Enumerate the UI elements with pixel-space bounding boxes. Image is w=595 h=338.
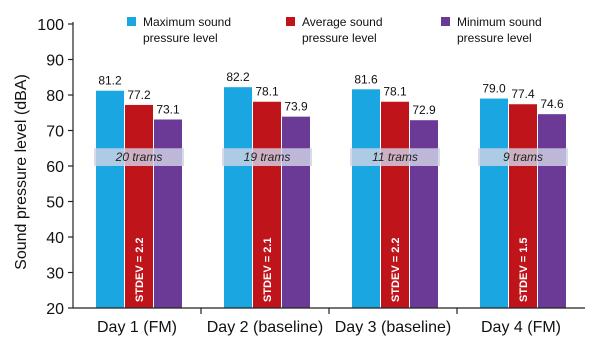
bar-max [224, 87, 252, 308]
legend-label: Maximum sound [143, 15, 231, 29]
y-tick-label: 20 [46, 301, 64, 318]
x-tick-label: Day 4 (FM) [481, 319, 561, 336]
legend: Maximum sound pressure level Average sound… [127, 15, 542, 45]
bar-min [154, 119, 182, 309]
bar-max [480, 98, 508, 308]
stdev-label: STDEV = 1.5 [518, 237, 530, 302]
y-tick-label: 50 [46, 195, 64, 212]
y-axis: 20 30 40 50 60 70 80 90 100 [37, 17, 74, 318]
y-tick-label: 70 [46, 124, 64, 141]
data-label: 78.1 [255, 85, 279, 99]
tram-count: 11 trams [372, 150, 418, 164]
y-tick-label: 30 [46, 266, 64, 283]
stdev-label: STDEV = 2.2 [134, 237, 146, 302]
data-label: 81.2 [98, 74, 122, 88]
bar-max [352, 89, 380, 308]
data-label: 81.6 [354, 72, 378, 86]
x-tick-label: Day 2 (baseline) [207, 319, 324, 336]
bar-avg [125, 104, 153, 308]
data-label: 78.1 [383, 85, 407, 99]
tram-count: 9 trams [503, 150, 543, 164]
legend-label: pressure level [302, 31, 377, 45]
bars: 81.2 77.2 73.1 STDEV = 2.2 82.2 78.1 73.9 STDEV… [96, 70, 566, 309]
x-tick-label: Day 1 (FM) [97, 319, 177, 336]
x-axis: Day 1 (FM) Day 2 (baseline) Day 3 (baselin… [73, 307, 585, 336]
stdev-label: STDEV = 2.2 [390, 237, 402, 302]
legend-swatch [441, 17, 450, 26]
bar-min [282, 116, 310, 308]
data-label: 79.0 [482, 82, 506, 96]
data-label: 77.4 [511, 87, 535, 101]
data-label: 74.6 [540, 97, 564, 111]
data-label: 82.2 [226, 70, 250, 84]
tram-band [350, 148, 440, 166]
data-label: 73.1 [156, 102, 180, 116]
legend-label: pressure level [457, 31, 532, 45]
tram-bands: 20 trams 19 trams 11 trams 9 trams [94, 148, 568, 166]
legend-swatch [286, 17, 295, 26]
y-tick-label: 90 [46, 53, 64, 70]
bar-max [96, 90, 124, 309]
x-tick-label: Day 3 (baseline) [335, 319, 452, 336]
bar-min [538, 114, 566, 308]
tram-band [478, 148, 568, 166]
bar-avg [381, 101, 409, 309]
data-label: 77.2 [127, 88, 151, 102]
legend-swatch [127, 17, 136, 26]
data-label: 72.9 [412, 103, 436, 117]
y-tick-label: 60 [46, 159, 64, 176]
tram-band [222, 148, 312, 166]
tram-count: 19 trams [244, 150, 291, 164]
tram-count: 20 trams [115, 150, 163, 164]
bar-avg [253, 101, 281, 309]
y-tick-label: 80 [46, 88, 64, 105]
legend-label: Average sound [302, 15, 383, 29]
y-axis-label: Sound pressure level (dBA) [13, 74, 30, 270]
stdev-label: STDEV = 2.1 [262, 237, 274, 302]
data-label: 73.9 [284, 100, 308, 114]
y-tick-label: 100 [37, 17, 64, 34]
tram-band [94, 148, 184, 166]
y-tick-label: 40 [46, 230, 64, 247]
legend-label: Minimum sound [457, 15, 542, 29]
legend-label: pressure level [143, 31, 218, 45]
bar-avg [509, 104, 537, 308]
